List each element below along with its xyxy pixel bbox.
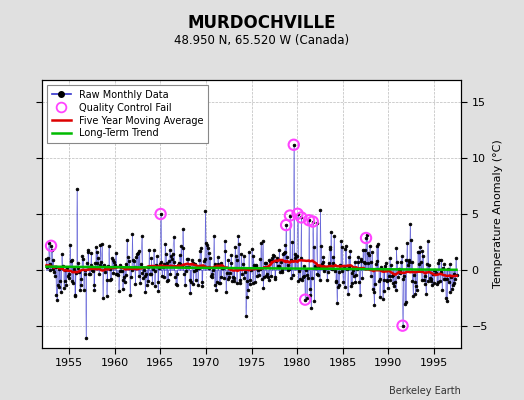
Y-axis label: Temperature Anomaly (°C): Temperature Anomaly (°C) [494,140,504,288]
Point [398,322,407,329]
Point [297,214,305,221]
Point [362,235,370,241]
Point [47,242,55,249]
Point [286,212,294,219]
Point [290,142,298,148]
Text: MURDOCHVILLE: MURDOCHVILLE [188,14,336,32]
Text: Berkeley Earth: Berkeley Earth [389,386,461,396]
Point [301,296,309,303]
Point [282,222,290,228]
Point [156,211,165,217]
Legend: Raw Monthly Data, Quality Control Fail, Five Year Moving Average, Long-Term Tren: Raw Monthly Data, Quality Control Fail, … [47,85,208,143]
Text: 48.950 N, 65.520 W (Canada): 48.950 N, 65.520 W (Canada) [174,34,350,47]
Point [293,210,302,217]
Point [309,218,317,225]
Point [305,217,313,224]
